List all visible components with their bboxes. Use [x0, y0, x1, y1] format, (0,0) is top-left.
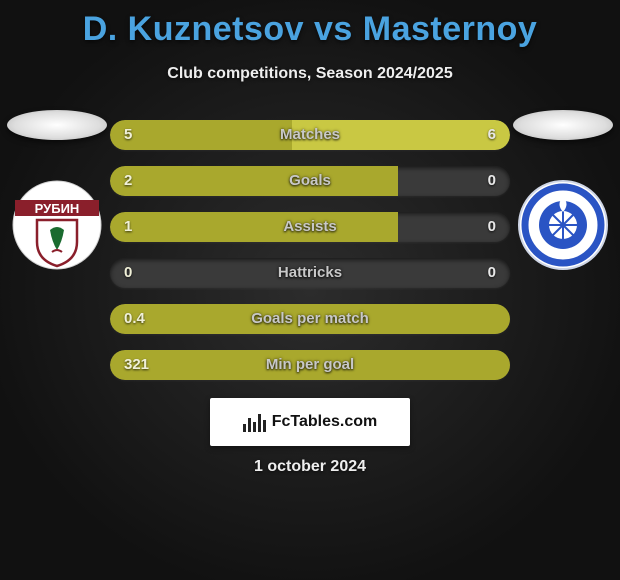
- player-right-column: [508, 110, 618, 270]
- svg-text:РУБИН: РУБИН: [35, 201, 80, 216]
- stat-row: 56Matches: [110, 120, 510, 150]
- stat-label: Assists: [110, 212, 510, 242]
- brand-link[interactable]: FcTables.com: [210, 398, 410, 446]
- stat-row: 10Assists: [110, 212, 510, 242]
- brand-bars-icon: [243, 412, 266, 432]
- subtitle: Club competitions, Season 2024/2025: [0, 65, 620, 83]
- player-left-avatar-placeholder: [7, 110, 107, 140]
- stat-label: Min per goal: [110, 350, 510, 380]
- stat-label: Goals: [110, 166, 510, 196]
- stat-label: Goals per match: [110, 304, 510, 334]
- player-left-column: РУБИН: [2, 110, 112, 270]
- stat-label: Hattricks: [110, 258, 510, 288]
- stat-row: 20Goals: [110, 166, 510, 196]
- page-title: D. Kuznetsov vs Masternoy: [0, 0, 620, 49]
- stats-bars: 56Matches 20Goals 10Assists 00Hattricks 0.4G…: [110, 120, 510, 396]
- player-right-club-badge: [518, 180, 608, 270]
- stat-row: 0.4Goals per match: [110, 304, 510, 334]
- player-right-avatar-placeholder: [513, 110, 613, 140]
- rubin-badge-icon: РУБИН: [12, 180, 102, 270]
- brand-text: FcTables.com: [272, 413, 378, 431]
- fakel-badge-icon: [518, 180, 608, 270]
- stat-row: 321Min per goal: [110, 350, 510, 380]
- player-left-club-badge: РУБИН: [12, 180, 102, 270]
- stat-label: Matches: [110, 120, 510, 150]
- footer-date: 1 october 2024: [0, 458, 620, 476]
- stat-row: 00Hattricks: [110, 258, 510, 288]
